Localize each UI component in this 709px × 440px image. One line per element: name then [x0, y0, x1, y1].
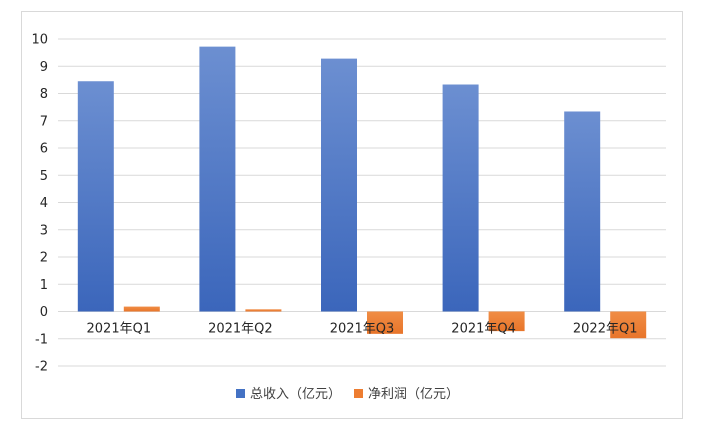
bar-profit [123, 306, 160, 312]
y-tick-label: 4 [40, 196, 48, 211]
y-tick-label: 5 [40, 169, 48, 184]
y-tick-label: 0 [40, 305, 48, 320]
bar-revenue [77, 81, 114, 312]
y-tick-label: -1 [35, 332, 48, 347]
legend-label: 总收入（亿元） [250, 387, 341, 402]
bar-revenue [199, 46, 236, 312]
x-category-label: 2021年Q1 [87, 322, 152, 337]
y-tick-label: 3 [40, 223, 48, 238]
y-tick-label: 9 [40, 60, 48, 75]
y-tick-label: -2 [35, 360, 48, 375]
y-tick-label: 10 [31, 33, 48, 48]
x-category-label: 2021年Q2 [208, 322, 273, 337]
legend-item: 总收入（亿元） [236, 387, 341, 402]
legend-label: 净利润（亿元） [368, 387, 459, 402]
bar-profit [367, 311, 403, 334]
bar-profit [245, 309, 282, 312]
bar-revenue [564, 111, 601, 312]
x-category-label: 2022年Q1 [573, 322, 638, 337]
legend-swatch [236, 389, 245, 398]
bar-profit [610, 311, 647, 339]
y-tick-label: 8 [40, 87, 48, 102]
x-category-label: 2021年Q4 [451, 322, 516, 337]
y-tick-label: 7 [40, 114, 48, 129]
legend-item: 净利润（亿元） [354, 387, 459, 402]
bar-revenue [442, 84, 479, 312]
x-category-label: 2021年Q3 [330, 322, 395, 337]
y-tick-label: 6 [40, 142, 48, 157]
legend-swatch [354, 389, 363, 398]
bar-revenue [321, 58, 357, 312]
bar-profit [488, 311, 525, 332]
y-tick-label: 2 [40, 251, 48, 266]
y-tick-label: 1 [40, 278, 48, 293]
